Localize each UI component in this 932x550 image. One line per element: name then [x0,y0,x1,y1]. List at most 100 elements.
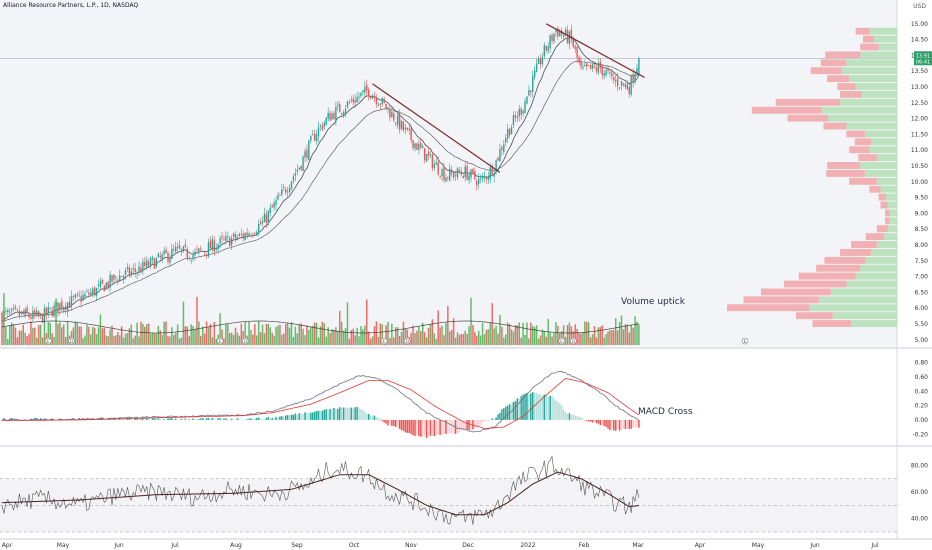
price-tick-label: 14.50 [911,37,928,44]
candle-body [354,100,356,103]
volume-profile-up-bar [880,185,897,193]
volume-bar [607,331,609,345]
volume-profile-down-bar [869,185,881,193]
candle-body [219,237,221,244]
volume-bar [63,324,65,345]
volume-bar [105,335,107,345]
candle-body [387,107,389,109]
macd-histogram-bar [425,419,428,439]
macd-histogram-bar [632,419,634,429]
macd-histogram-bar [636,419,638,427]
macd-histogram-bar [597,419,600,424]
macd-histogram-bar [124,418,127,420]
macd-line [1,370,640,433]
volume-bar [354,335,356,345]
candle-body [414,143,416,149]
volume-bar [599,327,602,345]
volume-bar [215,338,217,345]
macd-histogram-bar [348,407,351,420]
candle-body [333,112,335,120]
candle-body [393,113,395,121]
macd-histogram-bar [547,396,549,420]
macd-cross-annotation: MACD Cross [638,407,693,417]
macd-tick-label: 0.00 [915,417,929,424]
macd-histogram-bar [580,417,582,420]
candle-body [385,103,387,109]
candle-body [373,96,376,98]
macd-histogram-bar [539,394,542,420]
candle-body [250,235,252,237]
candle-body [279,194,281,196]
volume-bar [90,334,92,345]
volume-bar [271,332,273,345]
volume-bar [101,328,104,345]
macd-histogram-bar [533,392,536,420]
volume-bar [402,321,405,345]
volume-profile-up-bar [841,67,897,75]
candle-body [364,86,366,93]
candle-body [155,258,158,267]
macd-histogram-bar [383,419,385,423]
candle-body [582,66,584,69]
macd-histogram-bar [377,417,380,420]
volume-bar [636,321,638,345]
volume-bar [273,335,275,345]
volume-bar [431,319,434,345]
macd-histogram-bar [468,419,470,431]
volume-bar [180,337,183,345]
volume-bar [379,323,382,345]
macd-histogram-bar [269,418,272,420]
candle-body [402,121,405,131]
candle-body [296,169,298,172]
volume-bar [209,324,212,345]
volume-bar [142,323,144,345]
volume-profile-down-bar [865,233,885,241]
macd-histogram-bar [595,419,598,424]
macd-histogram-bar [564,411,567,420]
volume-bar [281,334,283,345]
volume-bar [472,325,474,345]
macd-histogram-bar [213,418,216,420]
volume-bar [315,322,318,345]
candle-body [267,211,270,223]
macd-histogram-bar [373,415,376,420]
volume-bar [543,331,546,345]
volume-profile-down-bar [837,83,856,90]
rsi-tick-label: 40.00 [911,516,928,523]
volume-profile-up-bar [865,256,897,264]
candle-body [601,65,603,75]
volume-bar [391,323,393,345]
candle-body [130,271,133,274]
candle-body [242,234,244,239]
volume-bar [313,322,316,345]
volume-bar [317,337,320,345]
macd-histogram-bar [508,404,511,420]
candle-body [269,207,271,213]
volume-profile-up-bar [818,296,897,304]
volume-bar [483,334,486,345]
volume-bar [66,321,69,345]
volume-profile-down-bar [876,225,888,233]
volume-bar [350,330,353,345]
candle-body [586,63,588,67]
candle-body [41,313,44,323]
candle-body [263,213,266,223]
macd-histogram-bar [288,415,291,420]
candle-body [300,165,302,170]
candle-body [398,113,401,130]
volume-bar [526,322,528,345]
volume-bar [375,321,378,345]
macd-histogram-bar [541,395,544,420]
candle-body [294,173,297,176]
volume-bar [225,324,227,345]
candle-body [230,238,233,245]
candle-body [124,270,127,275]
candle-body [599,61,601,69]
volume-bar [406,329,409,345]
macd-histogram-bar [82,418,84,420]
volume-profile-up-bar [821,106,897,114]
macd-histogram-bar [504,406,507,420]
candle-body [188,258,190,260]
macd-histogram-bar [134,418,136,420]
